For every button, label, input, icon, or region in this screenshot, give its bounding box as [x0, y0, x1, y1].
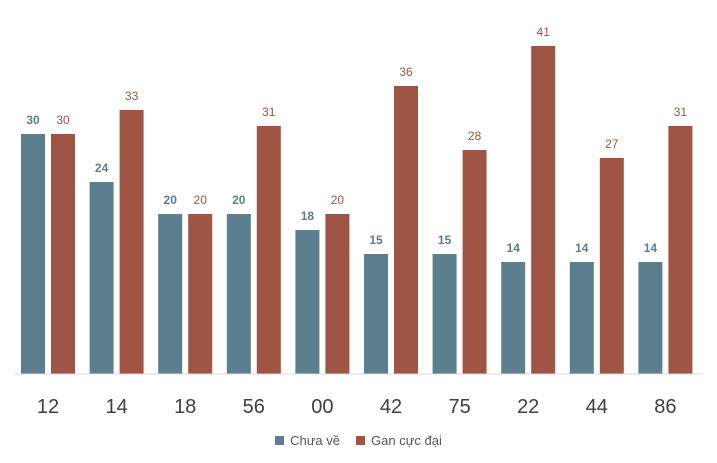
- data-label-series-2-00: 20: [331, 193, 345, 207]
- legend-label-series-1: Chưa về: [290, 432, 341, 448]
- legend-swatch-series-2: [356, 435, 366, 445]
- legend: Chưa về Gan cực đại: [0, 430, 717, 450]
- x-tick-labels: 12 14 18 56 00 42 75 22 44 86: [37, 396, 677, 418]
- bar-series-2-14: [119, 110, 144, 374]
- bar-series-1-14: [89, 182, 114, 374]
- bar-series-2-86: [668, 126, 693, 374]
- data-label-series-1-44: 14: [575, 241, 589, 255]
- bar-series-2-12: [51, 134, 75, 374]
- bar-series-1-86: [638, 262, 663, 374]
- x-tick-label-44: 44: [586, 396, 608, 418]
- data-label-series-1-14: 24: [95, 161, 109, 175]
- legend-item-series-1: Chưa về: [275, 433, 340, 448]
- bar-series-2-56: [256, 126, 281, 374]
- data-label-series-2-44: 27: [605, 137, 619, 151]
- x-tick-label-22: 22: [517, 396, 539, 418]
- bar-series-2-00: [325, 214, 350, 374]
- legend-label-series-2: Gan cực đại: [371, 432, 442, 448]
- x-tick-label-18: 18: [174, 396, 196, 418]
- data-label-series-1-56: 20: [232, 193, 246, 207]
- bar-series-2-22: [531, 46, 556, 374]
- bar-series-1-42: [364, 254, 388, 374]
- x-tick-label-00: 00: [311, 396, 333, 418]
- data-label-series-1-22: 14: [507, 241, 521, 255]
- x-tick-label-56: 56: [243, 396, 265, 418]
- bar-series-1-56: [226, 214, 251, 374]
- data-label-series-1-00: 18: [301, 209, 315, 223]
- bar-series-1-22: [501, 262, 526, 374]
- x-tick-label-14: 14: [105, 396, 127, 418]
- data-label-series-2-14: 33: [125, 89, 139, 103]
- bars-layer: [21, 46, 693, 374]
- data-label-series-2-56: 31: [262, 105, 276, 119]
- legend-swatch-series-1: [275, 435, 285, 445]
- bar-series-1-00: [295, 230, 320, 374]
- bar-series-2-18: [188, 214, 213, 374]
- data-label-series-2-18: 20: [194, 193, 208, 207]
- data-label-series-1-12: 30: [26, 113, 40, 127]
- data-label-series-1-75: 15: [438, 233, 452, 247]
- legend-item-series-2: Gan cực đại: [356, 433, 442, 448]
- data-labels-layer: 30 30 24 33 20 20 20 31 18 20 15 36 15 28 14 41 14 27 14 31: [26, 25, 687, 255]
- data-label-series-1-42: 15: [369, 233, 383, 247]
- bar-series-2-75: [462, 150, 487, 374]
- x-tick-label-42: 42: [380, 396, 402, 418]
- data-label-series-2-75: 28: [468, 129, 482, 143]
- bar-series-1-12: [21, 134, 45, 374]
- bar-series-1-75: [432, 254, 457, 374]
- data-label-series-2-22: 41: [537, 25, 551, 39]
- x-tick-label-12: 12: [37, 396, 59, 418]
- bar-series-1-44: [569, 262, 594, 374]
- bar-series-2-44: [599, 158, 624, 374]
- data-label-series-1-18: 20: [164, 193, 178, 207]
- bar-series-1-18: [158, 214, 183, 374]
- x-tick-label-86: 86: [654, 396, 676, 418]
- data-label-series-2-12: 30: [56, 113, 70, 127]
- data-label-series-2-42: 36: [399, 65, 413, 79]
- data-label-series-2-86: 31: [674, 105, 688, 119]
- bar-series-2-42: [394, 86, 418, 374]
- data-label-series-1-86: 14: [644, 241, 658, 255]
- x-tick-label-75: 75: [448, 396, 470, 418]
